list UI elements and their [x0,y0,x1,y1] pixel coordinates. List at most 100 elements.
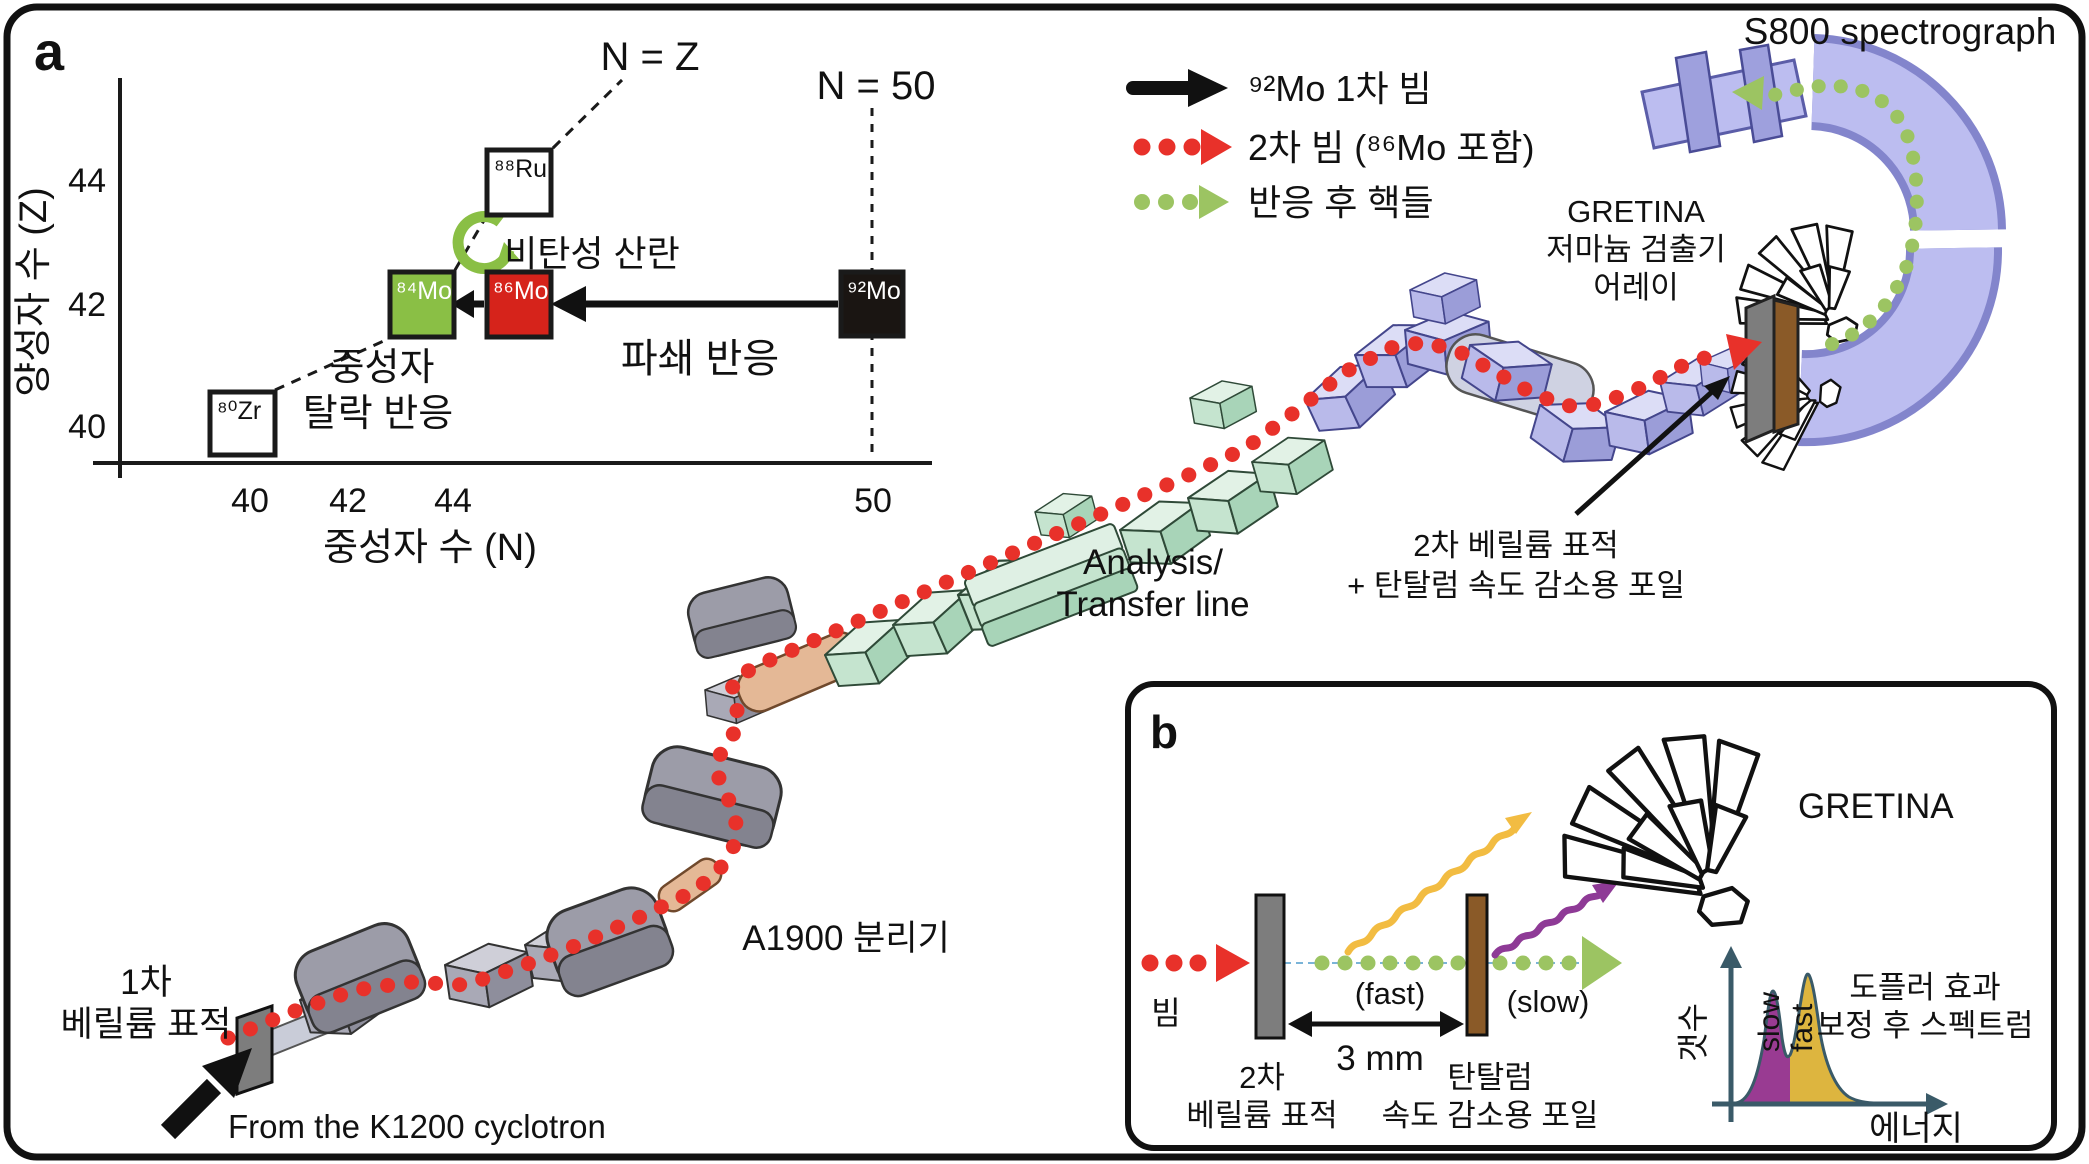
panel-b: b 빔 (fast) 3 mm [1125,681,2057,1151]
svg-text:⁸⁸Ru: ⁸⁸Ru [494,155,547,183]
nuclide-84Mo: ⁸⁴Mo [387,269,457,340]
spectrum-slow-peak-label: slow [1753,992,1786,1052]
figure-border [3,3,2086,1161]
x-tick-50: 50 [854,482,892,520]
legend-post-reaction-label: 반응 후 핵들 [1248,182,1434,223]
secondary-beam-arrowhead [1726,334,1762,370]
x-tick-40: 40 [231,482,269,520]
legend-primary-beam-label: ⁹²Mo 1차 빔 [1248,68,1432,109]
s800-label: S800 spectrograph [1744,11,2057,52]
spectrum-caption-1: 도플러 효과 [1849,970,2000,1005]
svg-text:⁸⁰Zr: ⁸⁰Zr [217,397,261,425]
inelastic-loop-arrowhead [497,242,520,263]
y-axis-title: 양성자 수 (Z) [13,187,55,396]
panel-b-gretina-label: GRETINA [1798,787,1954,826]
svg-text:⁹²Mo: ⁹²Mo [847,277,901,305]
slow-label: (slow) [1507,984,1590,1019]
spectrum-outline [1735,972,1879,1105]
knockout-arrowhead [451,290,474,318]
panel-b-be-target [1254,893,1286,1040]
cyclotron-arrow [160,1078,222,1140]
gretina-label-2: 저마늄 검출기 [1546,232,1726,267]
target-pointer-arrow [1574,388,1716,516]
gap-arrowhead-left [1288,1011,1312,1037]
panel-b-foil-label-2: 속도 감소용 포일 [1382,1098,1599,1133]
inelastic-loop [452,211,515,275]
legend-secondary-beam-arrow [1133,129,1232,165]
nz-line-segment [551,78,624,150]
a1900-dipole [686,576,798,659]
legend-primary-beam-arrowhead [1188,69,1228,107]
spectrum-x-arrowhead [1926,1093,1948,1115]
ta-degrader-foil [1772,298,1800,435]
fast-label: (fast) [1355,976,1426,1011]
legend: ⁹²Mo 1차 빔 2차 빔 (⁸⁶Mo 포함) 반응 후 핵들 [1126,68,1535,223]
primary-target-label-1: 1차 [120,963,172,1002]
legend-post-reaction-arrow [1134,185,1229,219]
cyclotron-label: From the K1200 cyclotron [228,1108,606,1145]
spectrum-fast-peak-label: fast [1786,1003,1819,1052]
panel-b-ta-foil [1465,893,1489,1037]
transfer-platform [963,523,1139,647]
gretina-label-1: GRETINA [1567,194,1705,229]
doppler-spectrum: slow fast 갯수 에너지 도플러 효과 보정 후 스펙트럼 [1675,946,2033,1148]
gamma-fast-wave [1344,822,1520,956]
nuclide-88Ru: ⁸⁸Ru [484,147,554,218]
gap-arrowhead-right [1440,1011,1464,1037]
knockout-label-1: 중성자 [330,347,435,389]
x-axis-title: 중성자 수 (N) [323,527,537,569]
target-pointer-arrowhead [1704,376,1730,400]
gretina-label-3: 어레이 [1593,270,1679,305]
secondary-target-label-1: 2차 베릴륨 표적 [1413,528,1619,563]
panel-b-target-label-1: 2차 [1239,1060,1285,1095]
nuclide-80Zr: ⁸⁰Zr [207,389,278,458]
nz-line-label: N = Z [601,35,700,79]
transfer-line-label-1: Analysis/ [1083,543,1223,582]
y-tick-44: 44 [68,162,106,200]
a1900-label: A1900 분리기 [742,919,950,958]
spectrum-y-label: 갯수 [1675,1003,1711,1062]
primary-target-label-2: 베릴륨 표적 [61,1005,232,1044]
inelastic-label: 비탄성 산란 [504,233,680,274]
y-tick-42: 42 [68,286,106,324]
gamma-slow-arrowhead [1592,880,1620,903]
secondary-beam-path [220,334,1730,1046]
beamline-rendering [160,34,2006,1140]
secondary-be-target [1744,293,1776,445]
legend-secondary-beam-label: 2차 빔 (⁸⁶Mo 포함) [1248,127,1535,168]
spectrum-y-arrowhead [1720,946,1742,968]
panel-b-beam-arrow [1141,944,1250,982]
fragmentation-label: 파쇄 반응 [621,337,779,381]
panel-b-foil-label-1: 탄탈럼 [1447,1060,1533,1095]
panel-b-label: b [1150,706,1178,758]
nuclide-86Mo: ⁸⁶Mo [484,269,554,340]
y-tick-40: 40 [68,408,106,446]
panel-a-label: a [34,22,65,82]
panel-b-target-label-2: 베릴륨 표적 [1186,1098,1337,1133]
x-tick-44: 44 [434,482,472,520]
svg-text:⁸⁴Mo: ⁸⁴Mo [396,277,452,305]
spectrum-fast-peak [1790,974,1878,1103]
gap-label: 3 mm [1336,1039,1424,1078]
nz-line-segment [274,337,389,392]
fast-fragment-dots [1314,955,1466,971]
a1900-dipole [641,745,783,849]
nuclide-92Mo: ⁹²Mo [838,269,906,339]
s800-arm-slab [1674,50,1722,154]
a1900-wedge [293,922,427,1035]
gamma-fast-arrowhead [1505,812,1532,834]
secondary-target-label-2: + 탄탈럼 속도 감소용 포일 [1347,568,1685,603]
spectrum-caption-2: 보정 후 스펙트럼 [1817,1008,2034,1043]
panel-b-border [1125,681,2057,1151]
post-reaction-path [1747,78,1924,351]
beam-label: 빔 [1151,995,1180,1031]
fragmentation-arrowhead [551,286,586,322]
knockout-label-2: 탈락 반응 [303,393,453,435]
nuclide-chart: a 44 42 40 40 42 44 50 양성자 수 (Z) 중성자 수 (… [13,22,935,569]
transfer-line-label-2: Transfer line [1056,585,1249,624]
svg-text:⁸⁶Mo: ⁸⁶Mo [493,277,549,305]
slow-fragment-dots [1492,936,1622,990]
n50-line-label: N = 50 [817,64,936,108]
